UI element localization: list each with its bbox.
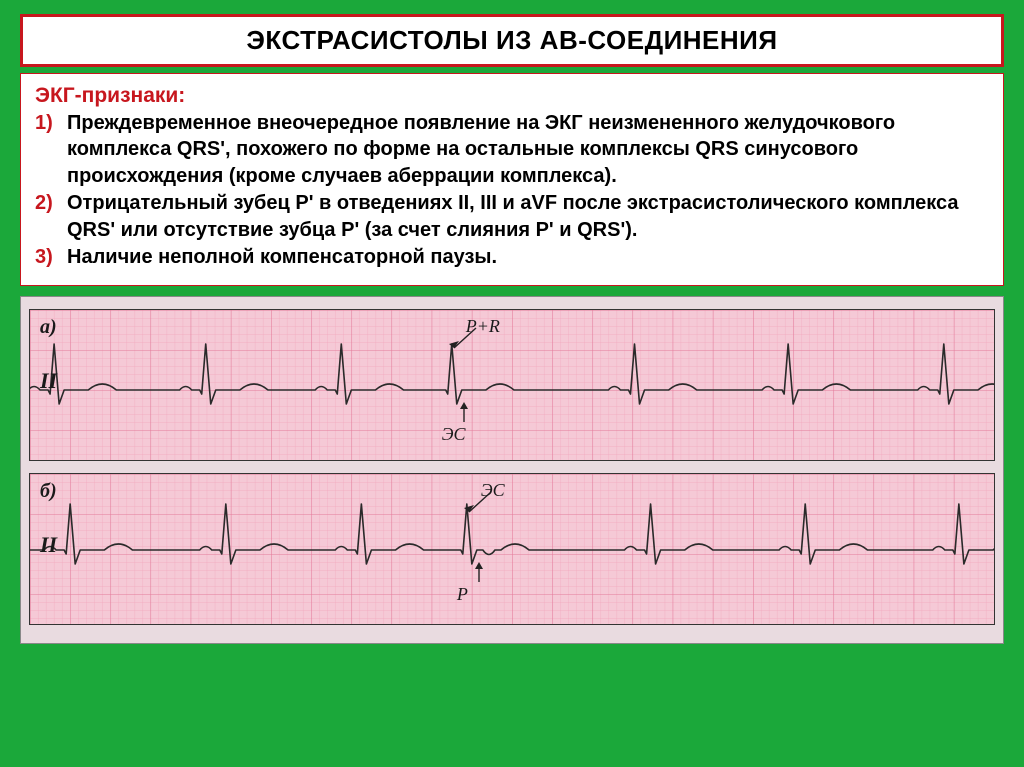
criteria-heading: ЭКГ-признаки:: [35, 84, 989, 108]
ecg-strip-b: б) II ЭСP: [29, 473, 995, 625]
criteria-item: Преждевременное внеочередное появление н…: [67, 110, 989, 189]
ecg-panel: а) II P+RЭС б) II ЭСP: [20, 296, 1004, 644]
criteria-list: Преждевременное внеочередное появление н…: [35, 110, 989, 270]
criteria-item: Наличие неполной компенсаторной паузы.: [67, 244, 989, 270]
panel-label-a: а): [40, 316, 57, 339]
panel-label-b: б): [40, 480, 57, 503]
page-title: ЭКСТРАСИСТОЛЫ ИЗ АВ-СОЕДИНЕНИЯ: [33, 25, 991, 56]
lead-label: II: [40, 532, 57, 558]
criteria-box: ЭКГ-признаки: Преждевременное внеочередн…: [20, 73, 1004, 286]
lead-label: II: [40, 368, 57, 394]
ecg-strip-a: а) II P+RЭС: [29, 309, 995, 461]
title-bar: ЭКСТРАСИСТОЛЫ ИЗ АВ-СОЕДИНЕНИЯ: [20, 14, 1004, 67]
criteria-item: Отрицательный зубец Р' в отведениях II, …: [67, 190, 989, 243]
